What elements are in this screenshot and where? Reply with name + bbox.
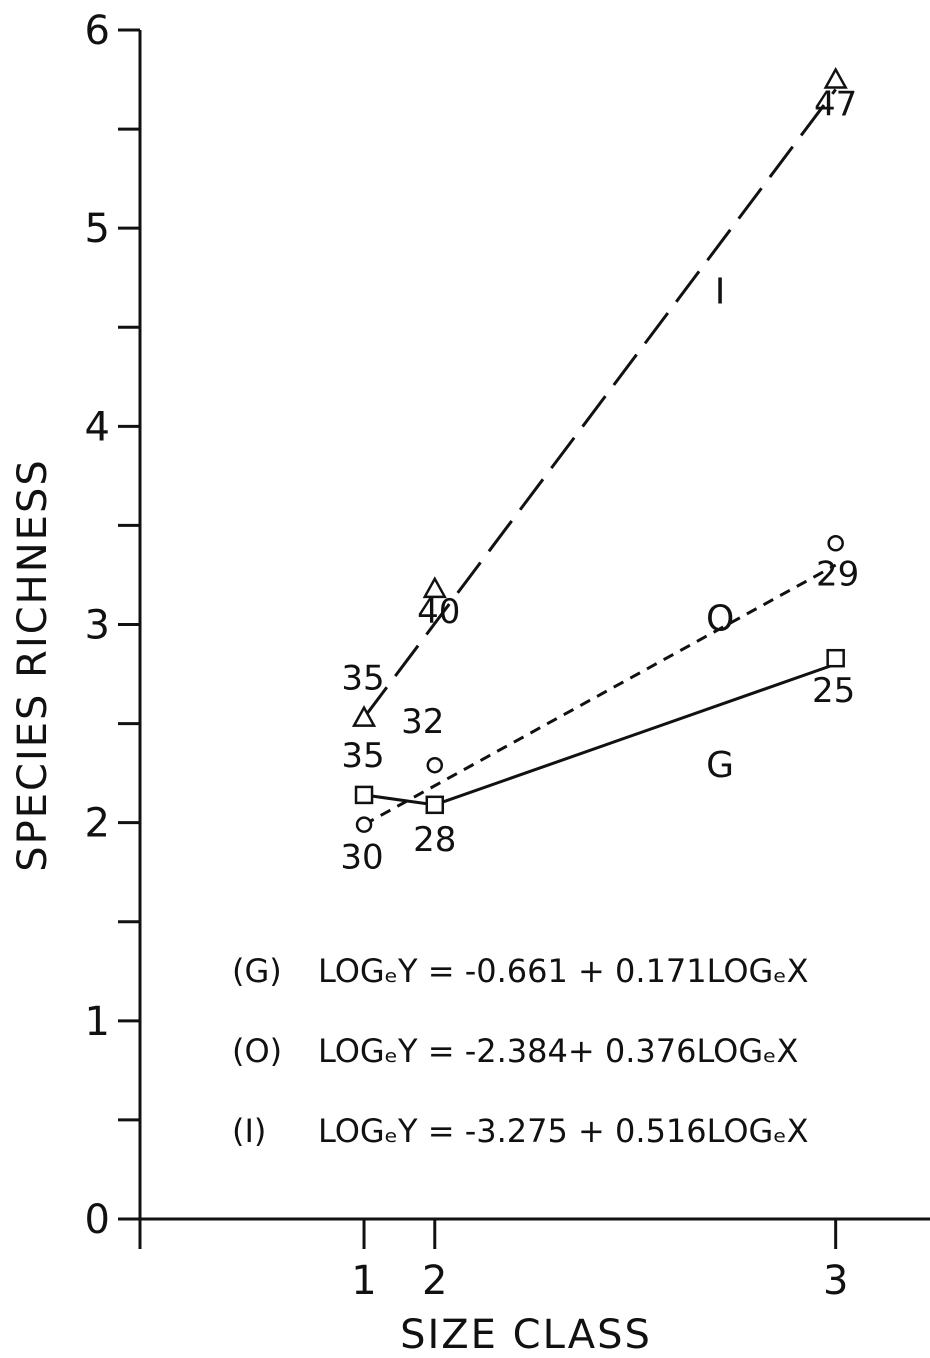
equation-g-series: (G) <box>232 952 282 990</box>
series-o-point-label: 29 <box>816 554 859 594</box>
series-i-marker <box>823 66 848 89</box>
series-g-marker <box>826 648 845 668</box>
series-o-point-label: 30 <box>340 838 383 878</box>
y-tick-label: 0 <box>85 1197 110 1243</box>
equation-o-series: (O) <box>232 1032 282 1070</box>
series-label-o: O <box>706 598 734 639</box>
series-g-point-label: 35 <box>341 736 384 776</box>
point-labels: 35 40 47 I 30 32 29 O 35 28 25 G <box>340 85 859 878</box>
series-o-marker <box>355 816 373 833</box>
series-markers <box>351 66 848 833</box>
series-o-point-label: 32 <box>401 702 444 742</box>
series-g-point-label: 25 <box>812 671 855 711</box>
series-line-o <box>363 563 837 826</box>
series-i-point-label: 47 <box>814 85 857 125</box>
y-tick-label: 6 <box>85 8 110 54</box>
series-g-point-label: 28 <box>413 820 456 860</box>
y-tick-label: 2 <box>85 801 110 847</box>
series-o-marker <box>827 535 844 552</box>
series-i-marker <box>422 576 447 599</box>
y-tick-label: 4 <box>85 404 110 450</box>
equation-o: LOGₑY = -2.384+ 0.376LOGₑX <box>318 1032 798 1070</box>
equation-i: LOGₑY = -3.275 + 0.516LOGₑX <box>318 1112 809 1150</box>
series-label-g: G <box>706 745 734 786</box>
series-i-point-label: 40 <box>417 592 460 632</box>
y-axis-label: SPECIES RICHNESS <box>10 458 56 871</box>
x-axis-label: SIZE CLASS <box>400 1312 652 1358</box>
series-i-point-label: 35 <box>341 659 384 699</box>
y-tick-label: 1 <box>85 999 110 1045</box>
equation-g: LOGₑY = -0.661 + 0.171LOGₑX <box>318 952 809 990</box>
series-g-marker <box>354 785 374 805</box>
x-tick-label: 3 <box>823 1258 848 1304</box>
series-line-i <box>362 88 837 719</box>
series-i-marker <box>351 705 377 727</box>
equation-i-series: (I) <box>232 1112 266 1150</box>
x-tick-label: 1 <box>351 1258 376 1304</box>
series-g-marker <box>425 795 445 815</box>
series-label-i: I <box>715 271 726 312</box>
y-tick-label: 5 <box>85 206 110 252</box>
x-tick-label: 2 <box>422 1258 447 1304</box>
y-tick-label: 3 <box>85 603 110 649</box>
series-o-marker <box>426 756 444 774</box>
